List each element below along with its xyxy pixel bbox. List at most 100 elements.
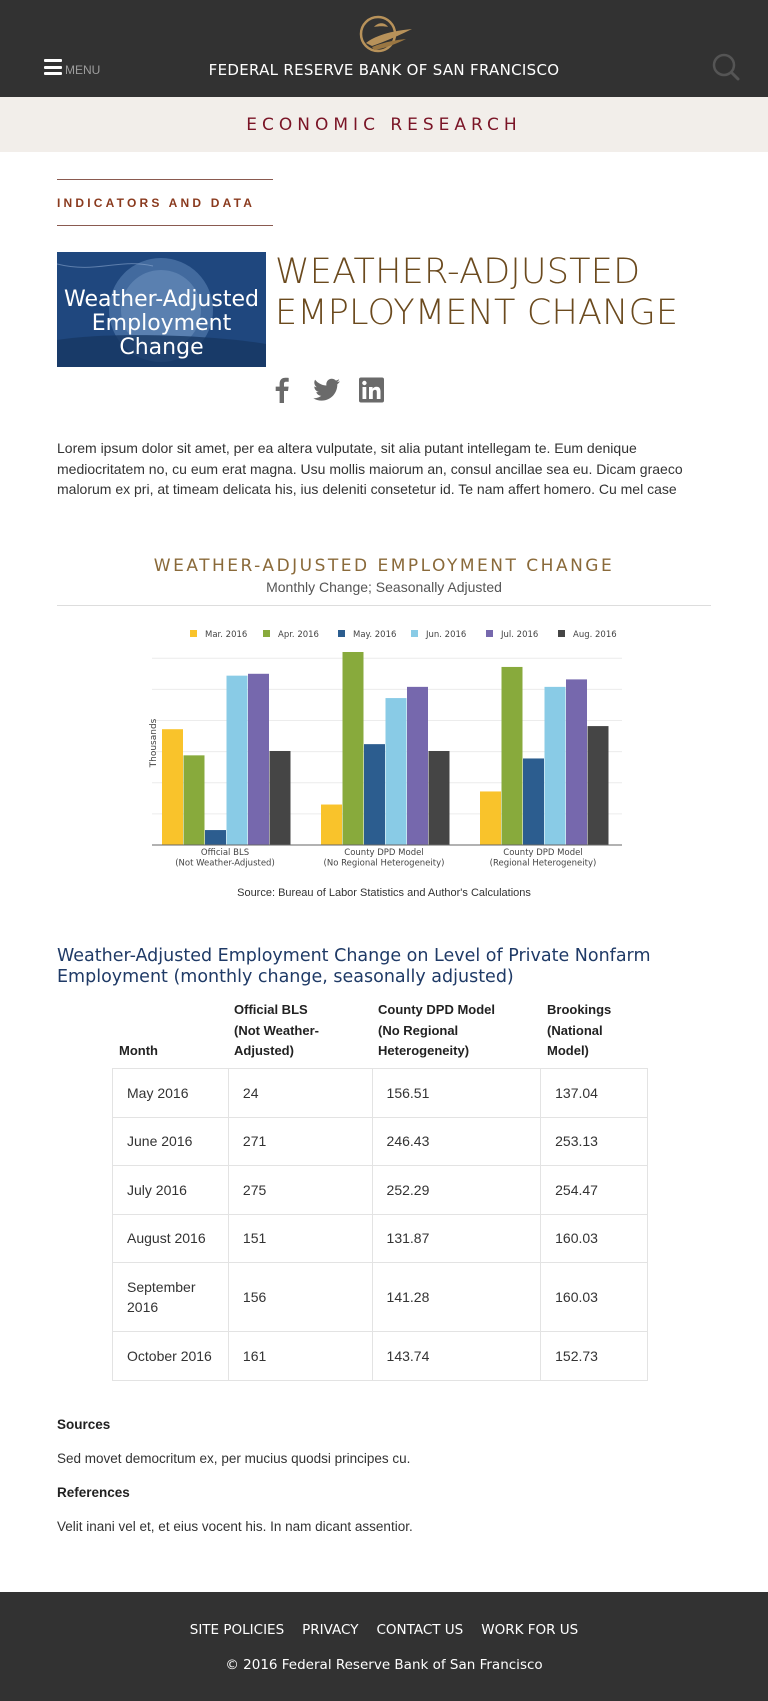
chart-bar (523, 758, 544, 845)
table-row: May 2016 24 156.51 137.04 (112, 1068, 648, 1118)
table-cell: 137.04 (540, 1068, 648, 1118)
table-row: August 2016 151 131.87 160.03 (112, 1213, 648, 1263)
chart-bar (566, 679, 587, 845)
chart-bar (248, 673, 269, 845)
legend-label: Aug. 2016 (573, 630, 617, 640)
hero-image: Weather-Adjusted Employment Change (57, 252, 266, 367)
legend-label: May. 2016 (353, 630, 396, 640)
x-tick-label: (No Regional Heterogeneity) (324, 859, 445, 869)
footer-link-site-policies[interactable]: SITE POLICIES (189, 1622, 285, 1638)
menu-button[interactable]: MENU (44, 57, 100, 77)
x-tick-label: (Not Weather-Adjusted) (175, 859, 275, 869)
table-cell-month: October 2016 (112, 1331, 229, 1381)
table-cell: 253.13 (540, 1116, 648, 1166)
hero-image-text: Weather-Adjusted Employment Change (64, 287, 259, 360)
chart-bar (226, 675, 248, 845)
menu-label: MENU (65, 62, 101, 77)
employment-bar-chart: Thousands Mar. 2016 Apr. 2016 May. 2016 Jun.… (149, 630, 622, 869)
table-cell: 271 (227, 1116, 373, 1166)
legend-swatch (190, 630, 197, 637)
column-header-brookings: Brookings (National Model) (547, 1002, 612, 1058)
table-cell: 156 (227, 1262, 373, 1332)
category-label: INDICATORS AND DATA (57, 179, 273, 226)
category-label-text[interactable]: INDICATORS AND DATA (57, 195, 256, 210)
chart-title: WEATHER-ADJUSTED EMPLOYMENT CHANGE (153, 556, 615, 576)
table-cell: 160.03 (540, 1213, 648, 1263)
banner-title[interactable]: ECONOMIC RESEARCH (246, 114, 522, 135)
eagle-logo-icon[interactable] (354, 12, 414, 56)
chart-bar (428, 750, 450, 845)
footer-link-contact-us[interactable]: CONTACT US (376, 1622, 464, 1638)
table-cell: 275 (227, 1165, 373, 1215)
chart-bar (407, 686, 428, 845)
chart-bar (501, 666, 523, 845)
footer-link-privacy[interactable]: PRIVACY (302, 1622, 359, 1638)
table-title: Weather-Adjusted Employment Change on Le… (57, 946, 651, 987)
table-row: September 2016 156 141.28 160.03 (112, 1262, 648, 1332)
table-row: July 2016 275 252.29 254.47 (112, 1165, 648, 1215)
site-footer: SITE POLICIES PRIVACY CONTACT US WORK FO… (0, 1592, 768, 1701)
table-cell-month: May 2016 (112, 1068, 229, 1118)
chart-bar (269, 750, 291, 845)
chart-bar (183, 755, 205, 845)
hamburger-icon (44, 59, 62, 75)
site-header: MENU FEDERAL RESERVE BANK OF SAN FRANCIS… (0, 0, 768, 97)
column-header-county-dpd: County DPD Model (No Regional Heterogeneit… (378, 1002, 495, 1058)
legend-swatch (486, 630, 493, 637)
search-icon[interactable] (712, 53, 740, 81)
chart-bar (544, 686, 566, 845)
table-cell: 252.29 (371, 1165, 542, 1215)
table-cell: 160.03 (540, 1262, 648, 1332)
chart-bar (205, 830, 226, 845)
table-cell: 254.47 (540, 1165, 648, 1215)
sources-heading: Sources (57, 1417, 111, 1432)
chart-bar (321, 804, 342, 845)
table-cell: 131.87 (371, 1213, 542, 1263)
facebook-icon[interactable] (274, 377, 290, 403)
footer-link-work-for-us[interactable]: WORK FOR US (481, 1622, 579, 1638)
chart-subtitle: Monthly Change; Seasonally Adjusted (266, 579, 502, 595)
table-cell: 143.74 (371, 1331, 542, 1381)
footer-nav: SITE POLICIES PRIVACY CONTACT US WORK FO… (0, 1622, 768, 1638)
page-title: WEATHER-ADJUSTED EMPLOYMENT CHANGE (275, 252, 679, 333)
legend-label: Jul. 2016 (500, 630, 538, 640)
x-tick-label: Official BLS (201, 848, 249, 858)
sources-text: Sed movet democritum ex, per mucius quod… (57, 1451, 411, 1466)
x-tick-label: County DPD Model (344, 848, 423, 858)
table-cell: 156.51 (371, 1068, 542, 1118)
chart-bar (162, 729, 183, 845)
chart-bar (385, 698, 407, 845)
legend-swatch (263, 630, 270, 637)
legend-label: Mar. 2016 (205, 630, 247, 640)
globe-graphic (57, 252, 266, 367)
linkedin-icon[interactable] (359, 377, 384, 403)
table-cell: 151 (227, 1213, 373, 1263)
y-axis-label: Thousands (149, 718, 159, 768)
chart-bar (364, 744, 385, 845)
x-tick-label: (Regional Heterogeneity) (490, 859, 597, 869)
chart-bar (480, 791, 501, 845)
table-cell-month: August 2016 (112, 1213, 229, 1263)
chart-source: Source: Bureau of Labor Statistics and A… (237, 887, 531, 899)
chart-bar (587, 726, 609, 845)
table-row: October 2016 161 143.74 152.73 (112, 1331, 648, 1381)
table-cell-month: July 2016 (112, 1165, 229, 1215)
legend-swatch (558, 630, 565, 637)
legend-label: Jun. 2016 (425, 630, 466, 640)
employment-table: May 2016 24 156.51 137.04 June 2016 271 … (112, 1068, 648, 1381)
references-text: Velit inani vel et, et eius vocent his. … (57, 1519, 413, 1534)
legend-swatch (338, 630, 345, 637)
table-cell: 24 (227, 1068, 373, 1118)
legend-label: Apr. 2016 (278, 630, 319, 640)
column-header-month: Month (119, 1043, 158, 1058)
chart-bar (342, 652, 364, 845)
site-title[interactable]: FEDERAL RESERVE BANK OF SAN FRANCISCO (208, 61, 560, 79)
table-cell: 246.43 (371, 1116, 542, 1166)
twitter-icon[interactable] (313, 377, 341, 403)
table-cell: 161 (227, 1331, 373, 1381)
intro-paragraph: Lorem ipsum dolor sit amet, per ea alter… (57, 440, 683, 497)
column-header-official-bls: Official BLS (Not Weather- Adjusted) (234, 1002, 319, 1058)
table-row: June 2016 271 246.43 253.13 (112, 1116, 648, 1166)
table-cell-month: June 2016 (112, 1116, 229, 1166)
references-heading: References (57, 1485, 130, 1500)
